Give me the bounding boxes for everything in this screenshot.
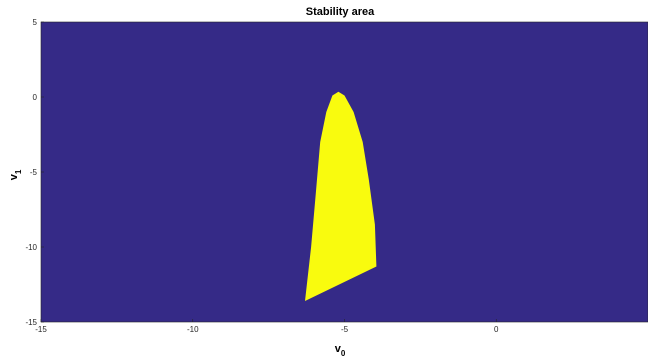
plot-area: [40, 21, 648, 323]
x-axis-ticks: -15 -10 -5 0: [35, 319, 499, 334]
x-tick-label: 0: [494, 325, 499, 334]
x-axis-label: v0: [335, 343, 346, 358]
x-tick-label: -10: [187, 325, 199, 334]
x-tick-label: -5: [341, 325, 349, 334]
y-tick-label: -15: [25, 318, 37, 327]
y-tick-label: -10: [25, 243, 37, 252]
x-tick-label: -15: [35, 325, 47, 334]
y-tick-label: 0: [33, 93, 38, 102]
y-tick-label: -5: [30, 168, 38, 177]
y-axis-ticks: 5 0 -5 -10 -15: [25, 18, 44, 327]
chart-title: Stability area: [306, 6, 375, 18]
stable-region: [305, 91, 377, 301]
y-tick-label: 5: [33, 18, 38, 27]
y-axis-label: v1: [8, 169, 23, 180]
